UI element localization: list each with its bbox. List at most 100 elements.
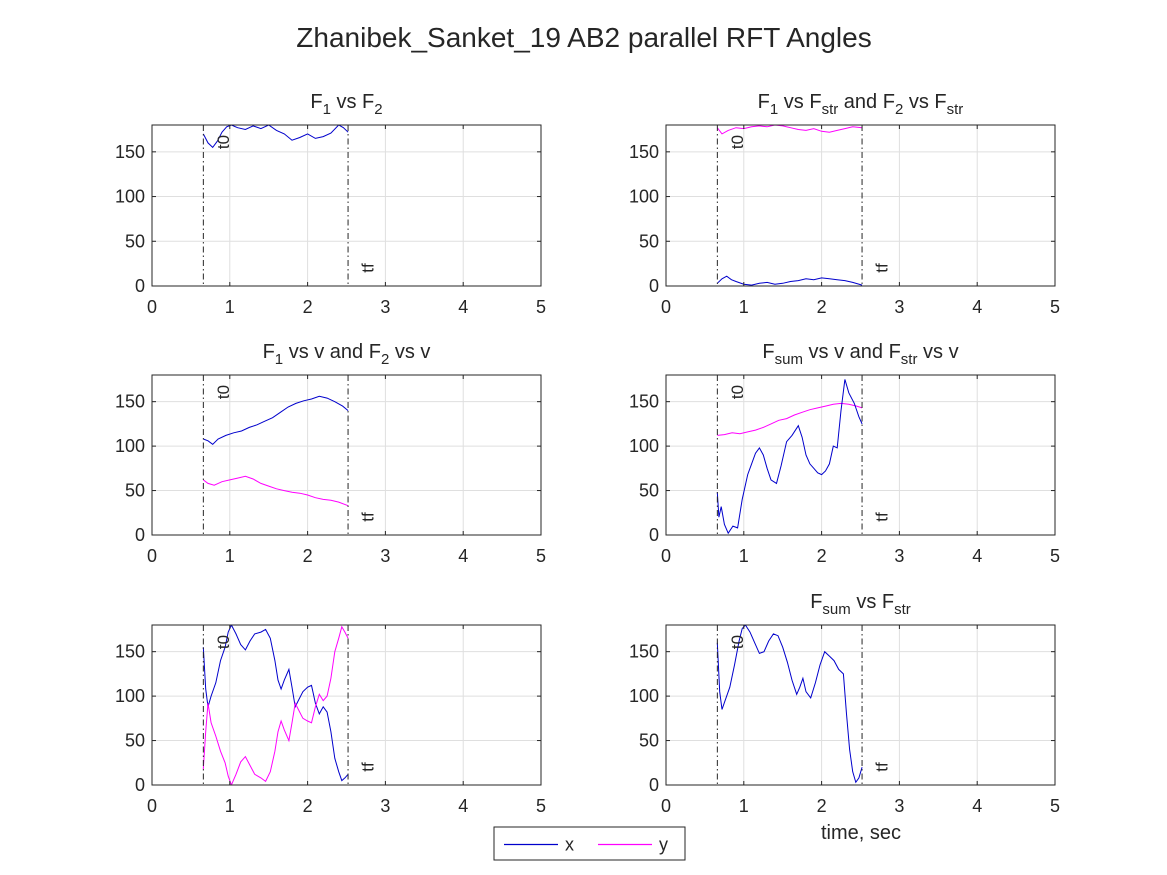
legend-label-x: x [565, 835, 574, 855]
x-tick-label: 4 [972, 297, 982, 317]
y-tick-label: 100 [629, 686, 659, 706]
x-tick-label: 5 [1050, 297, 1060, 317]
y-tick-label: 100 [115, 187, 145, 207]
y-tick-label: 150 [629, 142, 659, 162]
x-tick-label: 0 [147, 297, 157, 317]
x-tick-label: 5 [536, 546, 546, 566]
marker-label-t0: t0 [728, 385, 747, 399]
x-tick-label: 3 [380, 546, 390, 566]
subplot-title: F1 vs F2 [310, 91, 382, 118]
x-tick-label: 1 [739, 546, 749, 566]
x-tick-label: 0 [661, 796, 671, 816]
legend-label-y: y [659, 835, 668, 855]
x-tick-label: 3 [380, 297, 390, 317]
figure-title: Zhanibek_Sanket_19 AB2 parallel RFT Angl… [296, 22, 871, 53]
x-tick-label: 0 [661, 297, 671, 317]
y-tick-label: 100 [115, 686, 145, 706]
y-tick-label: 100 [115, 436, 145, 456]
x-tick-label: 2 [303, 796, 313, 816]
x-tick-label: 2 [817, 297, 827, 317]
subplot-title: F1 vs v and F2 vs v [263, 341, 431, 368]
x-tick-label: 1 [739, 796, 749, 816]
y-tick-label: 50 [125, 481, 145, 501]
series-line-x [716, 379, 863, 535]
x-tick-label: 4 [458, 796, 468, 816]
series-line-x [202, 125, 349, 149]
axes-frame [151, 374, 542, 536]
series-line-y [716, 125, 863, 135]
x-tick-label: 4 [458, 546, 468, 566]
axes-frame [151, 124, 542, 287]
axes-frame [665, 124, 1056, 287]
y-tick-label: 150 [629, 642, 659, 662]
y-tick-label: 150 [115, 642, 145, 662]
marker-label-tf: tf [873, 512, 892, 522]
y-tick-label: 150 [115, 392, 145, 412]
x-tick-label: 3 [894, 546, 904, 566]
y-tick-label: 0 [135, 775, 145, 795]
marker-label-t0: t0 [214, 385, 233, 399]
subplot-title: F1 vs Fstr and F2 vs Fstr [758, 91, 964, 118]
axes-frame [151, 624, 542, 786]
y-tick-label: 50 [125, 231, 145, 251]
x-tick-label: 2 [817, 796, 827, 816]
y-tick-label: 50 [639, 481, 659, 501]
x-tick-label: 4 [972, 546, 982, 566]
y-tick-label: 50 [639, 731, 659, 751]
marker-label-t0: t0 [214, 135, 233, 149]
marker-label-t0: t0 [728, 135, 747, 149]
series-line-x [716, 275, 863, 286]
x-tick-label: 5 [536, 796, 546, 816]
y-tick-label: 50 [639, 231, 659, 251]
x-tick-label: 3 [380, 796, 390, 816]
axes-frame [665, 374, 1056, 536]
x-tick-label: 4 [458, 297, 468, 317]
series-line-x [716, 625, 863, 784]
y-tick-label: 150 [629, 392, 659, 412]
marker-label-tf: tf [873, 762, 892, 772]
marker-label-t0: t0 [214, 635, 233, 649]
x-tick-label: 2 [817, 546, 827, 566]
y-tick-label: 100 [629, 187, 659, 207]
y-tick-label: 0 [649, 276, 659, 296]
x-tick-label: 0 [147, 546, 157, 566]
x-tick-label: 1 [739, 297, 749, 317]
y-tick-label: 0 [649, 525, 659, 545]
marker-label-t0: t0 [728, 635, 747, 649]
y-tick-label: 0 [135, 525, 145, 545]
subplot-title: Fsum vs v and Fstr vs v [762, 341, 958, 368]
y-tick-label: 150 [115, 142, 145, 162]
legend-box [493, 826, 686, 861]
subplot-title: Fsum vs Fstr [810, 591, 911, 618]
x-tick-label: 0 [147, 796, 157, 816]
axes-frame [665, 624, 1056, 786]
x-tick-label: 5 [1050, 796, 1060, 816]
x-tick-label: 4 [972, 796, 982, 816]
marker-label-tf: tf [359, 512, 378, 522]
y-tick-label: 0 [135, 276, 145, 296]
marker-label-tf: tf [873, 263, 892, 273]
y-tick-label: 50 [125, 731, 145, 751]
marker-label-tf: tf [359, 263, 378, 273]
series-line-y [202, 625, 349, 785]
y-tick-label: 100 [629, 436, 659, 456]
x-tick-label: 2 [303, 546, 313, 566]
series-line-y [203, 475, 349, 507]
series-line-y [717, 402, 863, 436]
x-tick-label: 5 [1050, 546, 1060, 566]
x-tick-label: 1 [225, 796, 235, 816]
x-tick-label: 0 [661, 546, 671, 566]
series-line-x [203, 395, 349, 445]
series-line-x [202, 625, 349, 782]
marker-label-tf: tf [359, 762, 378, 772]
x-tick-label: 1 [225, 546, 235, 566]
x-axis-label: time, sec [821, 822, 901, 844]
y-tick-label: 0 [649, 775, 659, 795]
x-tick-label: 2 [303, 297, 313, 317]
